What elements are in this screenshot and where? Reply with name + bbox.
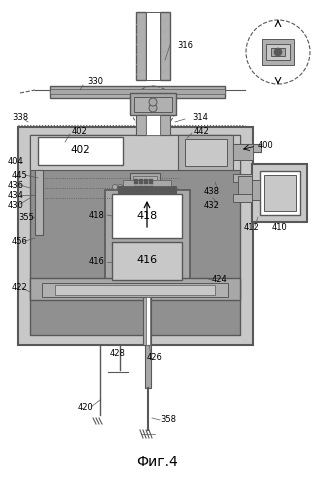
- Text: 416: 416: [137, 255, 158, 265]
- Bar: [130, 93, 176, 115]
- Circle shape: [149, 104, 157, 112]
- Text: 416: 416: [89, 258, 105, 266]
- Text: 330: 330: [87, 78, 103, 86]
- Text: Фиг.4: Фиг.4: [136, 455, 178, 469]
- Text: 402: 402: [70, 145, 90, 155]
- Bar: [160, 115, 170, 135]
- Bar: [233, 144, 253, 160]
- Text: 418: 418: [136, 211, 158, 221]
- Text: 402: 402: [72, 128, 88, 136]
- Text: 358: 358: [160, 416, 176, 424]
- Bar: [35, 170, 43, 235]
- Bar: [30, 135, 240, 170]
- Text: 355: 355: [18, 212, 34, 222]
- Bar: [178, 135, 233, 170]
- Text: 438: 438: [204, 188, 220, 196]
- Text: 418: 418: [89, 210, 105, 220]
- Text: 314: 314: [192, 112, 208, 122]
- Circle shape: [246, 20, 310, 84]
- Text: 412: 412: [244, 224, 260, 232]
- Bar: [144, 179, 148, 184]
- Bar: [143, 297, 151, 345]
- Bar: [18, 127, 253, 345]
- Bar: [146, 297, 150, 345]
- Bar: [149, 179, 153, 184]
- Bar: [50, 89, 225, 94]
- Bar: [233, 144, 261, 152]
- Text: 445: 445: [12, 170, 28, 179]
- Text: 404: 404: [8, 158, 24, 166]
- Bar: [146, 115, 160, 135]
- Bar: [233, 174, 252, 182]
- Bar: [139, 186, 143, 191]
- Text: 442: 442: [194, 126, 210, 136]
- Text: 456: 456: [12, 238, 28, 246]
- Circle shape: [112, 184, 117, 190]
- Text: 432: 432: [204, 200, 220, 209]
- Bar: [118, 186, 176, 194]
- Bar: [139, 179, 143, 184]
- Bar: [146, 12, 160, 80]
- Bar: [238, 176, 252, 198]
- Bar: [134, 97, 172, 112]
- Bar: [185, 139, 227, 166]
- Bar: [130, 173, 160, 195]
- Text: 424: 424: [212, 276, 228, 284]
- Bar: [112, 194, 182, 238]
- Text: 426: 426: [147, 352, 163, 362]
- Bar: [233, 194, 252, 202]
- Bar: [262, 39, 294, 65]
- Bar: [266, 44, 290, 60]
- Text: 436: 436: [8, 180, 24, 190]
- Text: 422: 422: [12, 284, 28, 292]
- Circle shape: [149, 98, 157, 106]
- Bar: [252, 180, 260, 200]
- Bar: [149, 186, 153, 191]
- Bar: [134, 186, 138, 191]
- Bar: [160, 12, 170, 80]
- Circle shape: [274, 48, 282, 56]
- Bar: [55, 285, 215, 295]
- Bar: [260, 171, 300, 215]
- Text: 410: 410: [272, 224, 288, 232]
- Bar: [136, 12, 146, 80]
- Bar: [134, 179, 138, 184]
- Bar: [30, 278, 240, 300]
- Bar: [123, 180, 171, 186]
- Circle shape: [122, 184, 127, 190]
- Bar: [271, 48, 285, 56]
- Text: 428: 428: [110, 350, 126, 358]
- Bar: [145, 343, 151, 388]
- Text: 420: 420: [77, 404, 93, 412]
- Circle shape: [117, 184, 122, 190]
- Bar: [38, 137, 123, 165]
- Text: 434: 434: [8, 190, 24, 200]
- Text: 338: 338: [12, 114, 28, 122]
- Bar: [133, 176, 157, 192]
- Bar: [144, 186, 148, 191]
- Bar: [50, 86, 225, 98]
- Bar: [264, 175, 296, 211]
- Bar: [136, 115, 146, 135]
- Bar: [112, 242, 182, 280]
- Text: 400: 400: [258, 140, 274, 149]
- Text: 316: 316: [177, 40, 193, 50]
- Text: 430: 430: [8, 200, 24, 209]
- Bar: [42, 283, 228, 297]
- Bar: [105, 190, 190, 280]
- Bar: [252, 164, 307, 222]
- Bar: [30, 135, 240, 335]
